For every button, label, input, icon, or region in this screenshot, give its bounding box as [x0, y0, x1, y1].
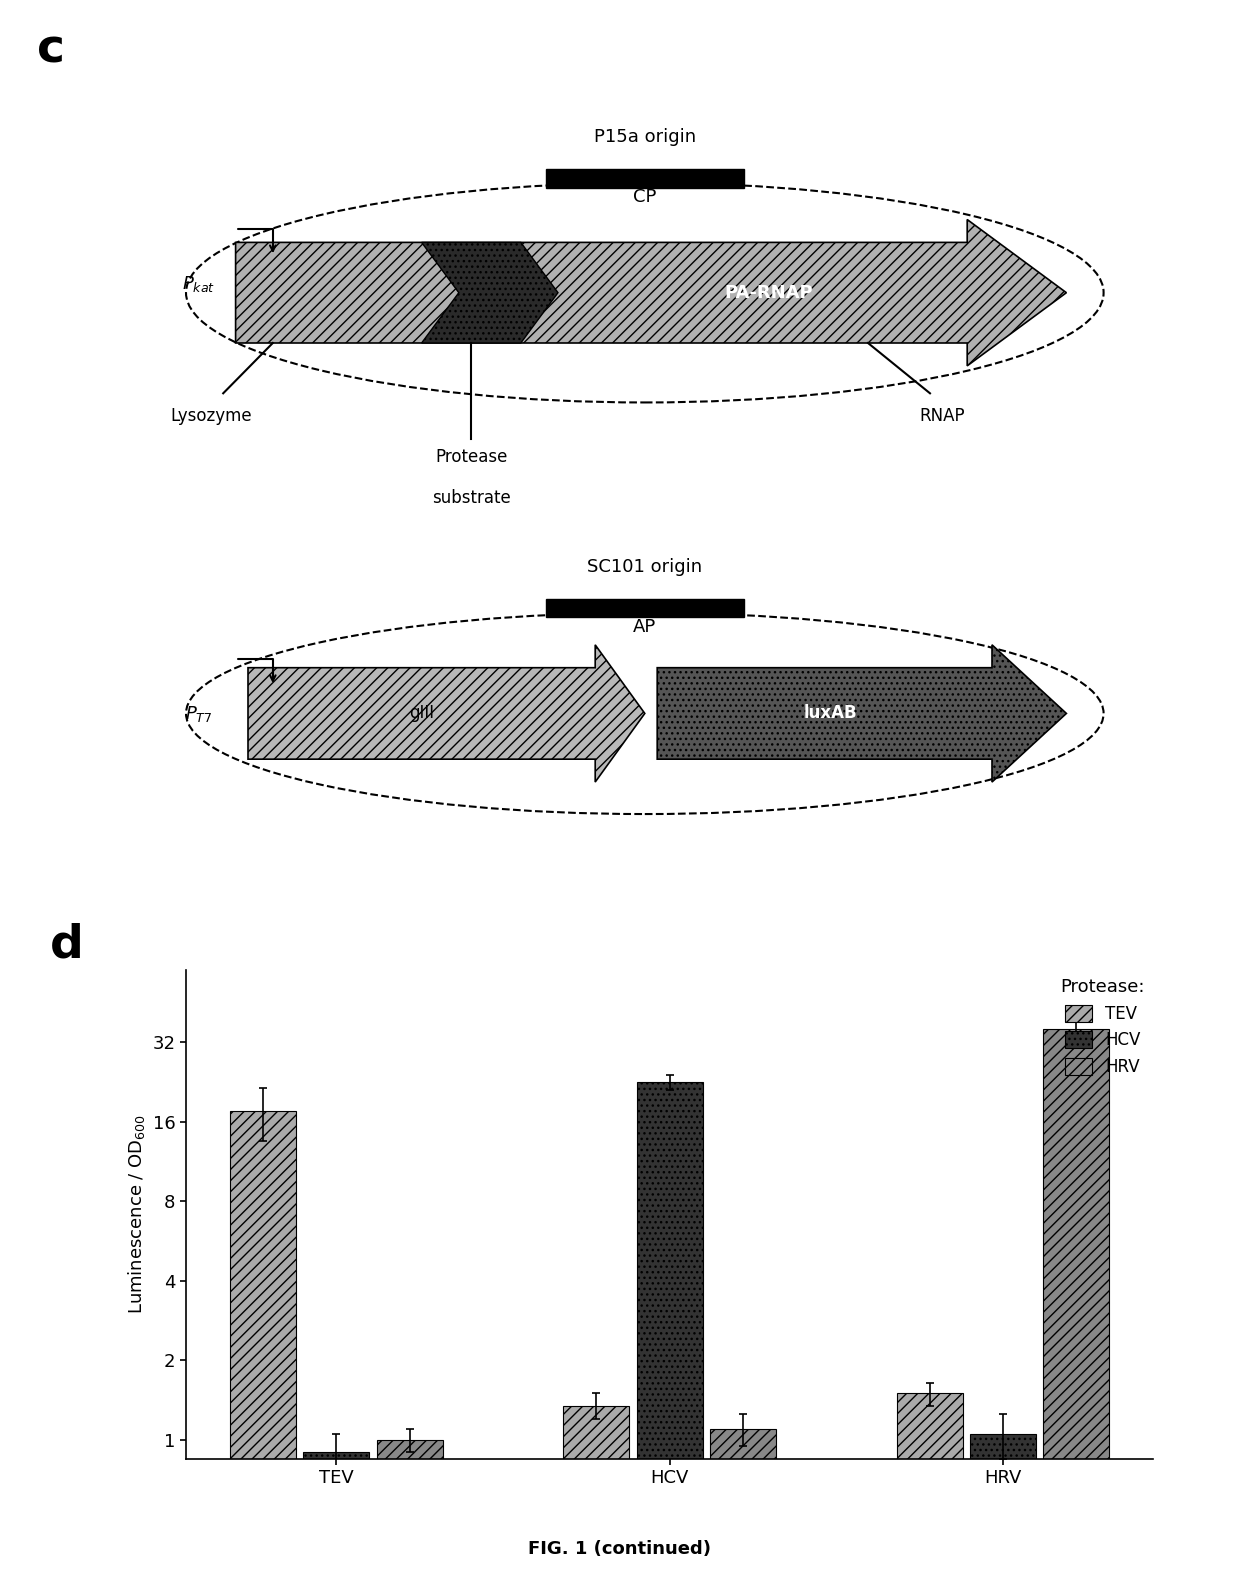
- Bar: [970, 1435, 1035, 1577]
- Bar: [1043, 1028, 1110, 1577]
- Text: $P_{T7}$: $P_{T7}$: [185, 705, 212, 724]
- Text: Protease: Protease: [435, 448, 507, 467]
- Bar: [304, 1452, 370, 1577]
- Polygon shape: [422, 243, 558, 342]
- Text: substrate: substrate: [432, 489, 511, 508]
- Bar: [546, 169, 744, 188]
- Bar: [229, 1112, 296, 1577]
- Text: luxAB: luxAB: [804, 705, 858, 722]
- Bar: [546, 599, 744, 617]
- Bar: [563, 1405, 629, 1577]
- Polygon shape: [657, 645, 1066, 782]
- Text: PA-RNAP: PA-RNAP: [724, 284, 813, 301]
- Bar: [711, 1429, 776, 1577]
- Text: SC101 origin: SC101 origin: [588, 558, 702, 576]
- Polygon shape: [248, 645, 645, 782]
- Text: d: d: [50, 923, 83, 968]
- Text: FIG. 1 (continued): FIG. 1 (continued): [528, 1541, 712, 1558]
- Text: gIII: gIII: [409, 705, 434, 722]
- Text: AP: AP: [634, 618, 656, 636]
- Bar: [897, 1394, 962, 1577]
- Polygon shape: [236, 219, 1066, 366]
- Bar: [636, 1082, 703, 1577]
- Text: Lysozyme: Lysozyme: [170, 407, 252, 426]
- Legend: TEV, HCV, HRV: TEV, HCV, HRV: [1060, 978, 1145, 1076]
- Text: RNAP: RNAP: [920, 407, 965, 426]
- Text: P15a origin: P15a origin: [594, 128, 696, 147]
- Text: $P_{kat}$: $P_{kat}$: [182, 274, 215, 295]
- Text: CP: CP: [634, 188, 656, 205]
- Y-axis label: Luminescence / OD$_{600}$: Luminescence / OD$_{600}$: [126, 1115, 148, 1314]
- Text: c: c: [37, 27, 66, 73]
- Bar: [377, 1440, 443, 1577]
